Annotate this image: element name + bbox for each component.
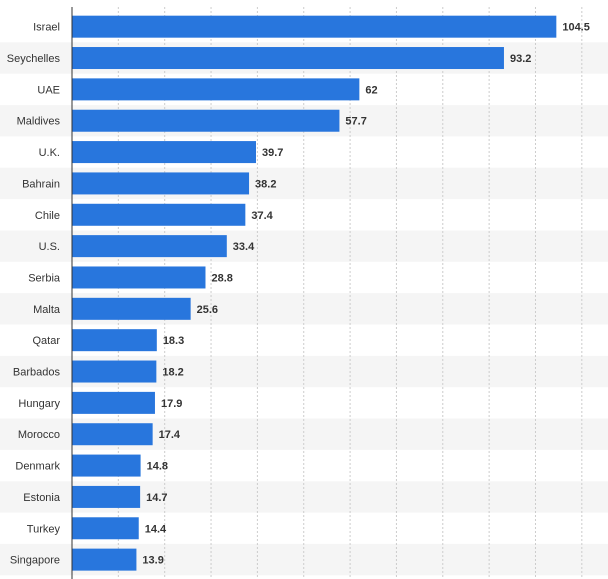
bar	[72, 47, 504, 70]
category-label: Turkey	[27, 523, 61, 535]
value-label: 14.7	[146, 492, 167, 504]
value-label: 14.4	[145, 523, 167, 535]
bar	[72, 391, 155, 414]
bar	[72, 517, 139, 540]
bar	[72, 109, 340, 132]
value-label: 37.4	[251, 210, 273, 222]
bar	[72, 329, 157, 352]
value-label: 25.6	[197, 304, 218, 316]
value-label: 17.9	[161, 398, 182, 410]
value-label: 17.4	[159, 429, 181, 441]
bar	[72, 548, 137, 571]
value-label: 62	[365, 84, 377, 96]
value-label: 38.2	[255, 178, 276, 190]
value-label: 18.3	[163, 335, 184, 347]
category-label: Seychelles	[7, 53, 61, 65]
bar	[72, 15, 557, 38]
category-label: Serbia	[28, 272, 61, 284]
value-label: 57.7	[345, 116, 366, 128]
bar	[72, 297, 191, 320]
category-labels: Israel Seychelles UAE Maldives U.K. Bahrain Ch…	[7, 22, 61, 567]
bar	[72, 235, 227, 258]
category-label: Israel	[33, 22, 60, 34]
bar	[72, 141, 257, 164]
category-label: Chile	[35, 210, 60, 222]
category-label: Estonia	[23, 492, 61, 504]
value-label: 39.7	[262, 147, 283, 159]
category-label: Hungary	[18, 398, 60, 410]
bar	[72, 485, 141, 508]
bar	[72, 172, 250, 195]
value-label: 18.2	[162, 367, 183, 379]
category-label: U.K.	[39, 147, 60, 159]
category-label: Singapore	[10, 555, 60, 567]
bar	[72, 203, 246, 226]
bar	[72, 78, 360, 101]
category-label: UAE	[37, 84, 60, 96]
value-label: 33.4	[233, 241, 255, 253]
category-label: Bahrain	[22, 178, 60, 190]
category-label: Denmark	[15, 461, 60, 473]
category-label: Barbados	[13, 367, 61, 379]
category-label: Qatar	[32, 335, 60, 347]
bar	[72, 423, 153, 446]
bar	[72, 266, 206, 289]
value-label: 14.8	[147, 461, 168, 473]
category-label: U.S.	[39, 241, 60, 253]
value-label: 13.9	[142, 555, 163, 567]
bar	[72, 360, 157, 383]
value-label: 104.5	[562, 22, 590, 34]
category-label: Morocco	[18, 429, 60, 441]
bars	[72, 15, 557, 571]
category-label: Maldives	[17, 116, 61, 128]
category-label: Malta	[33, 304, 61, 316]
bar	[72, 454, 141, 477]
gridlines	[117, 7, 583, 579]
value-label: 28.8	[211, 272, 232, 284]
value-labels: 104.5 93.2 62 57.7 39.7 38.2 37.4 33.4 28.8 25.6 1…	[142, 22, 589, 567]
value-label: 93.2	[510, 53, 531, 65]
